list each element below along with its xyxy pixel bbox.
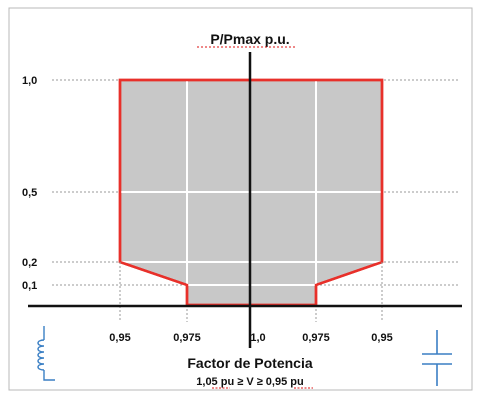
x-tick-label: 0,975 <box>173 332 201 344</box>
y-tick-label: 0,1 <box>22 280 37 292</box>
x-tick-label: 0,95 <box>109 332 130 344</box>
inductor-icon <box>37 326 55 381</box>
y-tick-label: 1,0 <box>22 75 37 87</box>
y-tick-label: 0,5 <box>22 187 37 199</box>
y-tick-label: 0,2 <box>22 257 37 269</box>
x-tick-label: 1,0 <box>250 332 265 344</box>
x-tick-label: 0,975 <box>302 332 330 344</box>
voltage-range-subtitle: 1,05 pu ≥ V ≥ 0,95 pu <box>196 376 303 388</box>
y-axis-title: P/Pmax p.u. <box>210 31 289 47</box>
grid-vertical <box>119 262 383 322</box>
capacitor-icon <box>422 330 452 386</box>
x-tick-label: 0,95 <box>371 332 392 344</box>
x-axis-title: Factor de Potencia <box>187 355 312 371</box>
